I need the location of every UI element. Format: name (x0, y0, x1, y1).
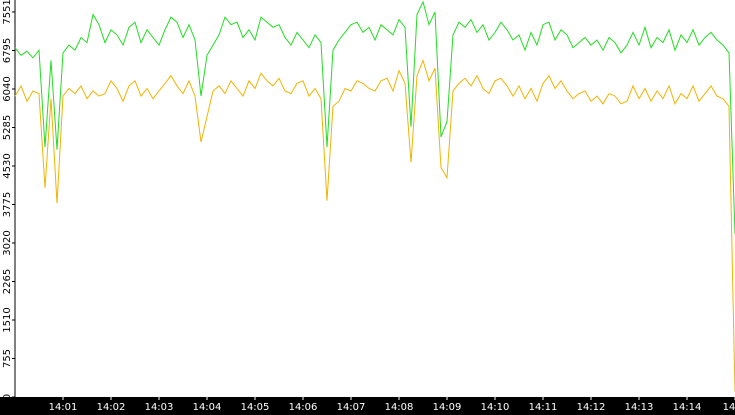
y-tick-label: 755 (2, 349, 13, 368)
x-tick-label: 14:12 (577, 402, 606, 413)
y-tick-label: 3775 (2, 192, 13, 217)
y-tick-label: 4530 (2, 153, 13, 178)
x-tick-label: 14:01 (49, 402, 78, 413)
x-axis-bar (0, 397, 735, 415)
y-tick-label: 0 (2, 394, 13, 400)
y-tick-label: 3020 (2, 230, 13, 255)
x-tick-label: 14:10 (481, 402, 510, 413)
x-tick-label: 14:14 (673, 402, 702, 413)
x-tick-label: 14:13 (625, 402, 654, 413)
x-tick-label: 14:09 (433, 402, 462, 413)
x-tick-label: 14 (723, 402, 735, 413)
x-tick-label: 14:08 (385, 402, 414, 413)
y-tick-label: 6795 (2, 38, 13, 63)
x-tick-label: 14:04 (193, 402, 222, 413)
x-tick-label: 14:06 (289, 402, 318, 413)
series-line (14, 0, 735, 234)
x-tick-label: 14:07 (337, 402, 366, 413)
y-tick-label: 7551 (2, 0, 13, 25)
x-tick-label: 14:02 (97, 402, 126, 413)
x-tick-label: 14:03 (145, 402, 174, 413)
series-line (14, 58, 735, 392)
y-tick-label: 5285 (2, 115, 13, 140)
y-tick-label: 1510 (2, 307, 13, 332)
y-tick-label: 2265 (2, 269, 13, 294)
x-tick-label: 14:05 (241, 402, 270, 413)
x-tick-label: 14:11 (529, 402, 558, 413)
y-tick-label: 6040 (2, 76, 13, 101)
